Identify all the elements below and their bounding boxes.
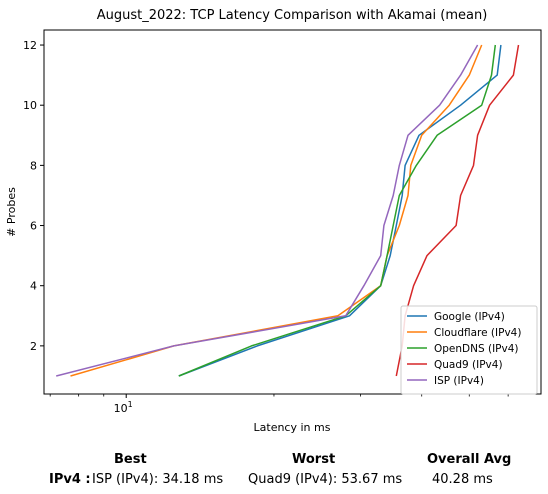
overall-avg-header: Overall Avg: [427, 452, 512, 467]
plot-frame: [43, 29, 542, 395]
y-tick-label: 6: [30, 220, 37, 233]
series-line-opendns-ipv4: [178, 44, 497, 377]
chart-title: August_2022: TCP Latency Comparison with…: [97, 8, 488, 23]
legend-label: OpenDNS (IPv4): [434, 343, 519, 355]
x-tick-label: 101: [114, 400, 133, 415]
y-tick-label: 2: [30, 340, 37, 353]
series-line-cloudflare-ipv4: [70, 44, 483, 377]
y-axis-label: # Probes: [5, 187, 18, 237]
legend-label: Cloudflare (IPv4): [434, 327, 521, 339]
y-tick-label: 4: [30, 280, 37, 293]
y-tick-label: 10: [23, 99, 37, 112]
series-line-isp-ipv4: [56, 44, 479, 377]
worst-value: Quad9 (IPv4): 53.67 ms: [248, 472, 403, 487]
worst-header: Worst: [292, 452, 336, 467]
overall-avg-value: 40.28 ms: [432, 472, 493, 487]
best-value: ISP (IPv4): 34.18 ms: [92, 472, 224, 487]
legend-label: ISP (IPv4): [434, 375, 484, 387]
ipv4-row-label: IPv4 :: [49, 472, 91, 487]
x-axis-label: Latency in ms: [254, 421, 331, 434]
y-tick-label: 12: [23, 39, 37, 52]
legend: Google (IPv4) Cloudflare (IPv4) OpenDNS (I…: [400, 305, 538, 395]
legend-box: [400, 305, 538, 395]
best-header: Best: [114, 452, 147, 467]
y-tick-label: 8: [30, 159, 37, 172]
legend-label: Quad9 (IPv4): [434, 359, 503, 371]
series-line-google-ipv4: [178, 44, 502, 377]
legend-label: Google (IPv4): [434, 311, 505, 323]
